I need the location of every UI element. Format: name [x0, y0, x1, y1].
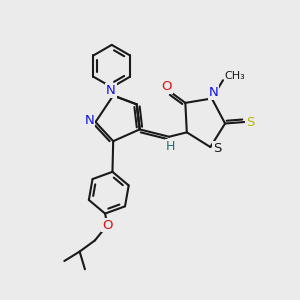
Text: O: O: [161, 80, 172, 93]
Text: H: H: [166, 140, 175, 153]
Text: N: N: [85, 114, 94, 127]
Text: N: N: [208, 86, 218, 99]
Text: O: O: [102, 219, 112, 232]
Text: N: N: [106, 84, 116, 97]
Text: S: S: [213, 142, 221, 155]
Text: CH₃: CH₃: [224, 71, 245, 81]
Text: S: S: [246, 116, 254, 128]
